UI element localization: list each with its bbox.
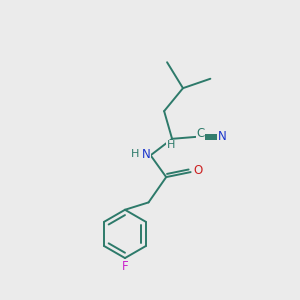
Text: N: N: [142, 148, 151, 160]
Text: H: H: [167, 140, 175, 150]
Text: H: H: [131, 149, 140, 159]
Text: O: O: [194, 164, 202, 177]
Text: N: N: [218, 130, 227, 143]
Text: C: C: [196, 127, 205, 140]
Text: F: F: [122, 260, 128, 273]
